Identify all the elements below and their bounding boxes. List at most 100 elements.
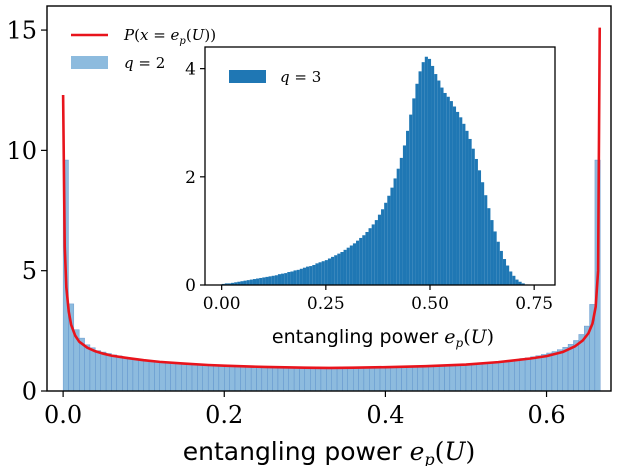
histogram-bar-q2: [277, 366, 284, 392]
histogram-bar-q2: [541, 354, 547, 392]
histogram-bar-q3: [290, 271, 294, 285]
histogram-bar-q3: [374, 220, 378, 285]
histogram-bar-q3: [309, 266, 313, 285]
legend-q2-swatch: [71, 56, 108, 69]
y-tick-label: 5: [22, 257, 37, 285]
histogram-bar-q2: [111, 354, 118, 392]
legend-q3-label: q = 3: [280, 68, 321, 86]
inset-y-axis: 0 2 4: [185, 60, 205, 296]
histogram-bar-q2: [299, 367, 306, 392]
histogram-bar-q2: [374, 367, 381, 392]
histogram-bar-q3: [384, 202, 388, 285]
histogram-bar-q2: [449, 364, 456, 392]
histogram-bar-q2: [524, 357, 531, 392]
histogram-bar-q3: [446, 96, 450, 285]
histogram-bar-q3: [284, 273, 288, 285]
histogram-bar-q2: [148, 360, 155, 392]
histogram-bar-q2: [315, 367, 322, 392]
histogram-bar-q3: [256, 278, 260, 285]
histogram-bar-q3: [437, 80, 441, 285]
histogram-bar-q3: [327, 258, 332, 285]
histogram-bar-q2: [245, 366, 252, 392]
histogram-bar-q3: [340, 252, 344, 285]
histogram-bar-q3: [321, 261, 325, 285]
inset-plot-frame: [204, 46, 556, 286]
histogram-bar-q2: [487, 362, 494, 392]
histogram-bar-q3: [293, 270, 297, 285]
histogram-bar-q2: [530, 356, 536, 392]
histogram-bar-q3: [490, 220, 494, 285]
histogram-bar-q3: [512, 275, 516, 285]
histogram-bar-q3: [237, 281, 241, 285]
histogram-bar-q2: [460, 364, 467, 392]
histogram-bar-q3: [243, 280, 247, 285]
histogram-bar-q2: [503, 360, 510, 392]
y-tick-label: 2: [185, 168, 196, 188]
histogram-bar-q3: [315, 263, 319, 285]
histogram-bar-q3: [515, 279, 519, 285]
histogram-bar-q2: [84, 344, 91, 392]
histogram-bar-q2: [422, 366, 429, 392]
inset-plot: 0.00 0.25 0.50 0.75 0 2 4 entangling power ep…: [185, 46, 556, 350]
histogram-bar-q2: [428, 365, 434, 392]
histogram-bar-q3: [387, 195, 391, 285]
histogram-bar-q2: [498, 361, 504, 392]
histogram-bar-q3: [474, 158, 478, 285]
histogram-bar-q3: [371, 224, 375, 285]
histogram-bar-q2: [213, 364, 220, 392]
histogram-bar-q2: [546, 352, 553, 392]
histogram-bar-q3: [318, 262, 322, 285]
histogram-bar-q3: [418, 71, 422, 285]
histogram-bar-q2: [310, 367, 316, 392]
histogram-bar-q2: [181, 363, 187, 392]
x-tick-label: 0.2: [205, 401, 243, 429]
histogram-bar-q3: [477, 170, 482, 285]
histogram-bar-q3: [462, 123, 466, 285]
histogram-bar-q2: [320, 367, 327, 392]
histogram-bar-q2: [363, 367, 370, 392]
histogram-bar-q3: [449, 101, 453, 285]
histogram-bar-q3: [234, 282, 238, 285]
histogram-bar-q3: [496, 241, 500, 285]
histogram-bar-q3: [299, 268, 303, 285]
inset-legend: q = 3: [229, 68, 321, 86]
histogram-bar-q2: [390, 367, 397, 392]
histogram-bar-q2: [175, 362, 182, 392]
x-tick-label: 0.25: [307, 294, 345, 314]
histogram-bar-q3: [506, 265, 510, 285]
histogram-bar-q2: [476, 363, 483, 392]
histogram-bar-q3: [331, 256, 335, 285]
histogram-bar-q2: [224, 365, 230, 392]
histogram-bar-q2: [293, 367, 300, 392]
histogram-bar-q2: [122, 356, 128, 392]
histogram-bar-q2: [481, 362, 488, 392]
x-tick-label: 0.50: [411, 294, 449, 314]
histogram-bar-q3: [262, 277, 266, 285]
histogram-bar-q2: [519, 358, 526, 392]
histogram-bar-q3: [227, 283, 232, 285]
legend-curve-label: P(x = ep(U)): [123, 26, 216, 47]
histogram-bar-q2: [207, 364, 214, 392]
histogram-bar-q3: [287, 272, 291, 285]
histogram-bar-q2: [138, 359, 144, 392]
histogram-bar-q3: [246, 280, 250, 285]
histogram-bar-q2: [132, 358, 139, 392]
histogram-bar-q2: [304, 367, 311, 392]
histogram-bar-q3: [409, 114, 413, 285]
histogram-bar-q3: [481, 182, 485, 285]
histogram-bar-q2: [417, 366, 424, 392]
x-tick-label: 0.6: [527, 401, 565, 429]
histogram-bar-q3: [434, 74, 438, 285]
histogram-bar-q3: [337, 253, 341, 285]
histogram-bar-q2: [557, 349, 563, 392]
histogram-bar-q3: [431, 65, 435, 286]
legend-q2-label: q = 2: [124, 54, 165, 72]
histogram-bar-q3: [502, 259, 507, 285]
histogram-bar-q2: [202, 364, 209, 392]
inset-x-axis-label: entangling power ep(U): [272, 326, 494, 350]
histogram-bar-q3: [231, 282, 235, 285]
histogram-bar-q2: [250, 366, 257, 392]
histogram-bar-q3: [415, 83, 419, 285]
histogram-bar-q3: [509, 271, 513, 285]
histogram-bar-q3: [499, 250, 503, 285]
